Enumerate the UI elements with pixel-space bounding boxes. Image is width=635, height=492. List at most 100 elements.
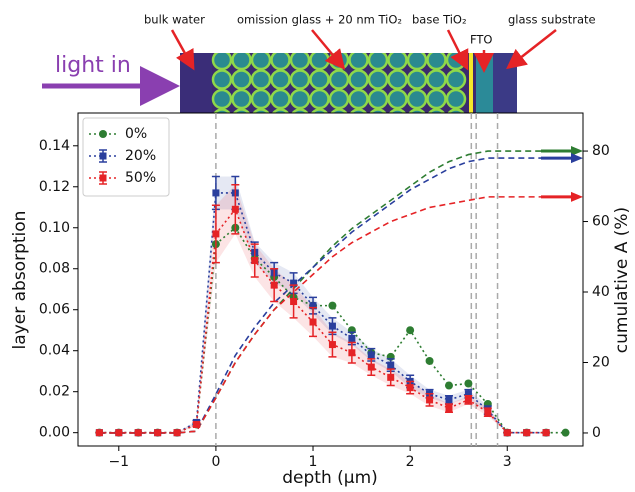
marker [95, 429, 103, 437]
marker [445, 404, 453, 412]
sphere [252, 108, 270, 113]
sphere [309, 88, 330, 110]
marker [464, 379, 473, 388]
marker [387, 361, 395, 369]
legend-label: 0% [125, 126, 147, 142]
marker [328, 322, 336, 330]
sphere [388, 108, 407, 113]
sphere [213, 108, 231, 113]
sphere [348, 88, 369, 110]
marker [328, 301, 337, 310]
y-tick-label: 0.02 [39, 384, 70, 400]
x-tick-label: −1 [108, 454, 129, 470]
sphere [447, 108, 465, 113]
y2-tick-label: 60 [592, 214, 610, 230]
y-tick-label: 0.06 [39, 302, 70, 318]
sphere [211, 88, 233, 110]
marker [270, 281, 278, 289]
sphere [231, 88, 252, 110]
fto-label: FTO [470, 33, 493, 47]
bulk-water-label: bulk water [144, 13, 205, 27]
y-tick-label: 0.10 [39, 220, 70, 236]
sphere [369, 108, 387, 113]
y-tick-label: 0.12 [39, 179, 70, 195]
sphere [250, 88, 272, 110]
sphere [310, 108, 329, 113]
sphere [211, 53, 233, 71]
marker [290, 279, 298, 287]
marker [212, 189, 220, 197]
sphere [445, 88, 467, 110]
marker [251, 257, 259, 265]
sphere [289, 88, 311, 110]
sphere [348, 53, 369, 71]
sphere [367, 69, 389, 90]
marker [523, 429, 531, 437]
sphere [445, 69, 467, 90]
sphere [406, 69, 428, 90]
series-line [99, 192, 547, 434]
marker [406, 384, 414, 392]
marker [328, 341, 336, 349]
sphere [271, 108, 290, 113]
y-tick-label: 0.14 [39, 138, 70, 154]
sphere [250, 69, 272, 90]
sphere [289, 53, 311, 71]
series-line [99, 207, 547, 434]
marker [134, 429, 142, 437]
x-tick-label: 3 [503, 454, 512, 470]
y-tick-label: 0.00 [39, 425, 70, 441]
sphere [232, 108, 251, 113]
marker [445, 396, 453, 404]
sphere [408, 108, 426, 113]
marker [484, 408, 492, 416]
marker [154, 429, 162, 437]
sphere [349, 108, 368, 113]
sphere [231, 69, 252, 90]
y2-tick-label: 20 [592, 354, 610, 370]
sphere [330, 108, 348, 113]
marker [367, 351, 375, 359]
marker [425, 356, 434, 365]
y2-tick-label: 80 [592, 143, 610, 159]
base-tio2-layer [469, 53, 473, 113]
marker [406, 326, 415, 335]
cumulative-line [99, 150, 566, 434]
y-tick-label: 0.04 [39, 343, 70, 359]
marker [309, 302, 317, 310]
sphere [328, 69, 350, 90]
marker [115, 429, 123, 437]
x-tick-label: 1 [309, 454, 318, 470]
y-axis-label: layer absorption [10, 211, 30, 350]
x-tick-label: 0 [211, 454, 220, 470]
pointer-arrows [170, 29, 557, 73]
pointer [170, 29, 195, 71]
sphere [309, 53, 330, 71]
cumulative-line [99, 196, 566, 434]
marker [561, 428, 570, 437]
sphere [367, 53, 389, 71]
bulk-water-layer [180, 53, 212, 113]
base-label: base TiO₂ [412, 13, 467, 27]
y2-tick-label: 0 [592, 425, 601, 441]
marker [231, 205, 239, 213]
arrow-head [571, 146, 583, 157]
sphere [406, 88, 428, 110]
legend-marker [99, 130, 107, 138]
legend-label: 20% [125, 148, 156, 164]
sphere [387, 53, 408, 71]
sphere [426, 69, 447, 90]
sphere [231, 53, 252, 71]
marker [367, 363, 375, 371]
sphere [387, 69, 408, 90]
pointer [311, 29, 346, 70]
pointer [506, 29, 557, 70]
sphere [328, 88, 350, 110]
sphere [250, 53, 272, 71]
marker [464, 396, 472, 404]
y2-tick-label: 40 [592, 284, 610, 300]
light-in-label: light in [55, 53, 131, 78]
sphere [426, 88, 447, 110]
legend-marker [99, 152, 107, 160]
